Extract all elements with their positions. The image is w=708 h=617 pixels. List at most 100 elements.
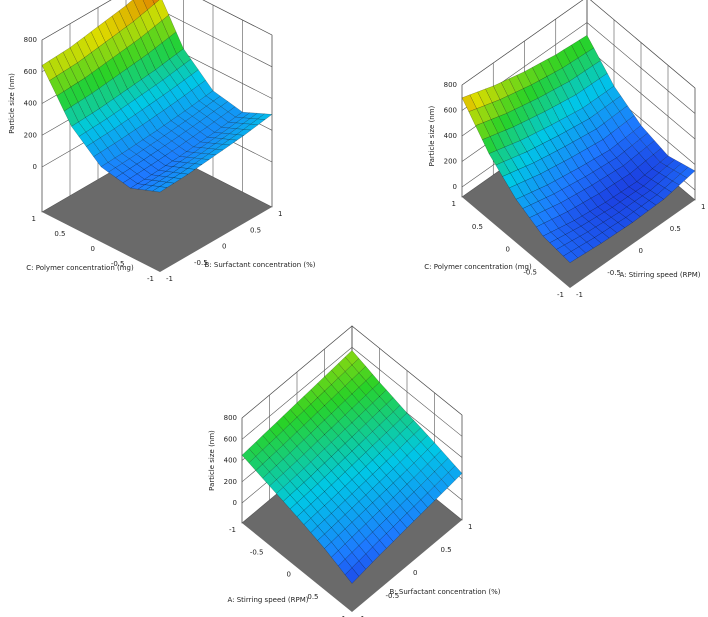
surface-patch <box>358 553 373 570</box>
surface-patch <box>611 111 627 128</box>
surface-patch <box>680 166 696 179</box>
z-tick-label: 600 <box>24 68 37 76</box>
surface-patch <box>344 567 360 584</box>
floor <box>42 147 272 272</box>
surface-patch <box>562 251 579 263</box>
surface-plot: 0 200 400 600 800 -1 -0.5 0 0.5 1 -1 -0.5 0 0.5 1 Parti… <box>8 0 316 283</box>
surface-patch <box>173 173 189 179</box>
surface-patch <box>560 98 576 117</box>
surface-patch <box>222 139 238 146</box>
surface-patch <box>63 106 79 127</box>
z-axis-label: Particle size (nm) <box>428 105 436 166</box>
surface-patch <box>508 74 524 93</box>
x-tick-label: 0.5 <box>54 230 65 238</box>
surface-patch <box>614 178 630 193</box>
x-axis-label: C: Polymer concentration (mg) <box>424 263 532 271</box>
surface-patch <box>208 148 224 156</box>
z-tick-label: 200 <box>24 131 37 139</box>
surface-patch <box>93 137 108 153</box>
surface-patch <box>372 539 387 556</box>
surface-patch <box>571 39 587 59</box>
y-tick-label: 1 <box>278 210 282 218</box>
surface-patch <box>627 191 643 202</box>
surface-patch <box>200 142 216 149</box>
surface-patch <box>550 228 566 239</box>
surface-patch <box>365 546 380 563</box>
x-tick-label: -1 <box>229 526 236 534</box>
surface-patch <box>594 232 610 244</box>
surface-patch <box>159 181 175 188</box>
surface-plot: 0 200 400 600 800 -1 -0.5 0 0.5 1 -1 -0.5 0 0.5 1 Parti… <box>424 0 705 299</box>
y-tick-label: 1 <box>468 523 472 531</box>
z-tick-label: 0 <box>33 163 37 171</box>
surface-patch <box>129 173 145 184</box>
surface-patch <box>598 91 614 108</box>
surface-patch <box>84 52 100 74</box>
z-tick-label: 600 <box>224 435 237 443</box>
surface-patch <box>193 147 209 154</box>
surface-patch <box>257 113 273 120</box>
surface-patch <box>562 172 578 186</box>
y-axis-label: B: Surfactant concentration (%) <box>389 588 500 596</box>
surface-patch <box>105 78 121 100</box>
surface-patch <box>119 47 135 69</box>
surface-patch <box>105 57 121 79</box>
surface-patch <box>448 465 463 481</box>
surface-patch <box>488 150 504 166</box>
grid-line <box>461 0 696 89</box>
surface-patch <box>420 492 435 508</box>
x-tick-label: -1 <box>557 291 564 299</box>
surface-patch <box>589 206 605 218</box>
surface-patch <box>588 216 604 228</box>
y-tick-label: 0 <box>413 569 417 577</box>
surface-patch <box>546 72 562 91</box>
z-tick-label: 400 <box>24 100 37 108</box>
x-tick-label: -0.5 <box>250 548 264 556</box>
surface-patch <box>70 82 86 103</box>
surface-patch <box>56 91 72 112</box>
surface-patch <box>206 121 222 133</box>
y-tick-label: -0.5 <box>386 592 400 600</box>
surface-patch <box>386 526 401 542</box>
surface-patch <box>199 136 216 144</box>
y-tick-label: -1 <box>358 615 365 617</box>
surface-patch <box>194 158 210 165</box>
x-tick-label: -1 <box>147 275 154 283</box>
y-axis-label: A: Stirring speed (RPM) <box>619 271 700 279</box>
surface-patch <box>91 67 107 89</box>
grid-line <box>41 0 273 41</box>
x-tick-label: 0 <box>287 571 291 579</box>
surface-patch <box>626 201 642 213</box>
surface-patch <box>523 191 539 206</box>
surface-patch <box>625 131 641 146</box>
surface-patch <box>641 200 657 212</box>
surface-patch <box>434 479 449 495</box>
y-tick-label: 0.5 <box>441 546 452 554</box>
surface-patch <box>152 186 168 193</box>
surface-patch <box>84 72 100 94</box>
surface-patch <box>548 165 564 182</box>
surface-patch <box>56 71 72 92</box>
surface-patch <box>413 499 428 515</box>
y-tick-label: 0.5 <box>250 226 261 234</box>
surface-patch <box>112 52 128 74</box>
y-tick-label: -0.5 <box>607 269 621 277</box>
x-tick-label: -0.5 <box>111 260 125 268</box>
surface-patch <box>468 108 484 126</box>
surface-patch <box>587 143 603 160</box>
surface-patch <box>112 73 128 95</box>
x-axis-label: C: Polymer concentration (mg) <box>26 264 134 272</box>
surface-patch <box>393 519 408 536</box>
y-tick-label: 0 <box>222 243 226 251</box>
z-tick-label: 800 <box>24 36 37 44</box>
z-tick-label: 200 <box>224 478 237 486</box>
surface-patch <box>565 230 581 241</box>
surface-patch <box>213 126 230 134</box>
y-axis-label: B: Surfactant concentration (%) <box>204 261 315 269</box>
y-tick-label: -0.5 <box>194 259 208 267</box>
surface-patch <box>98 62 114 84</box>
surface-patch <box>215 144 231 151</box>
y-tick-label: 0.5 <box>670 225 681 233</box>
surface-patch <box>92 122 108 138</box>
surface-patch <box>71 121 87 137</box>
